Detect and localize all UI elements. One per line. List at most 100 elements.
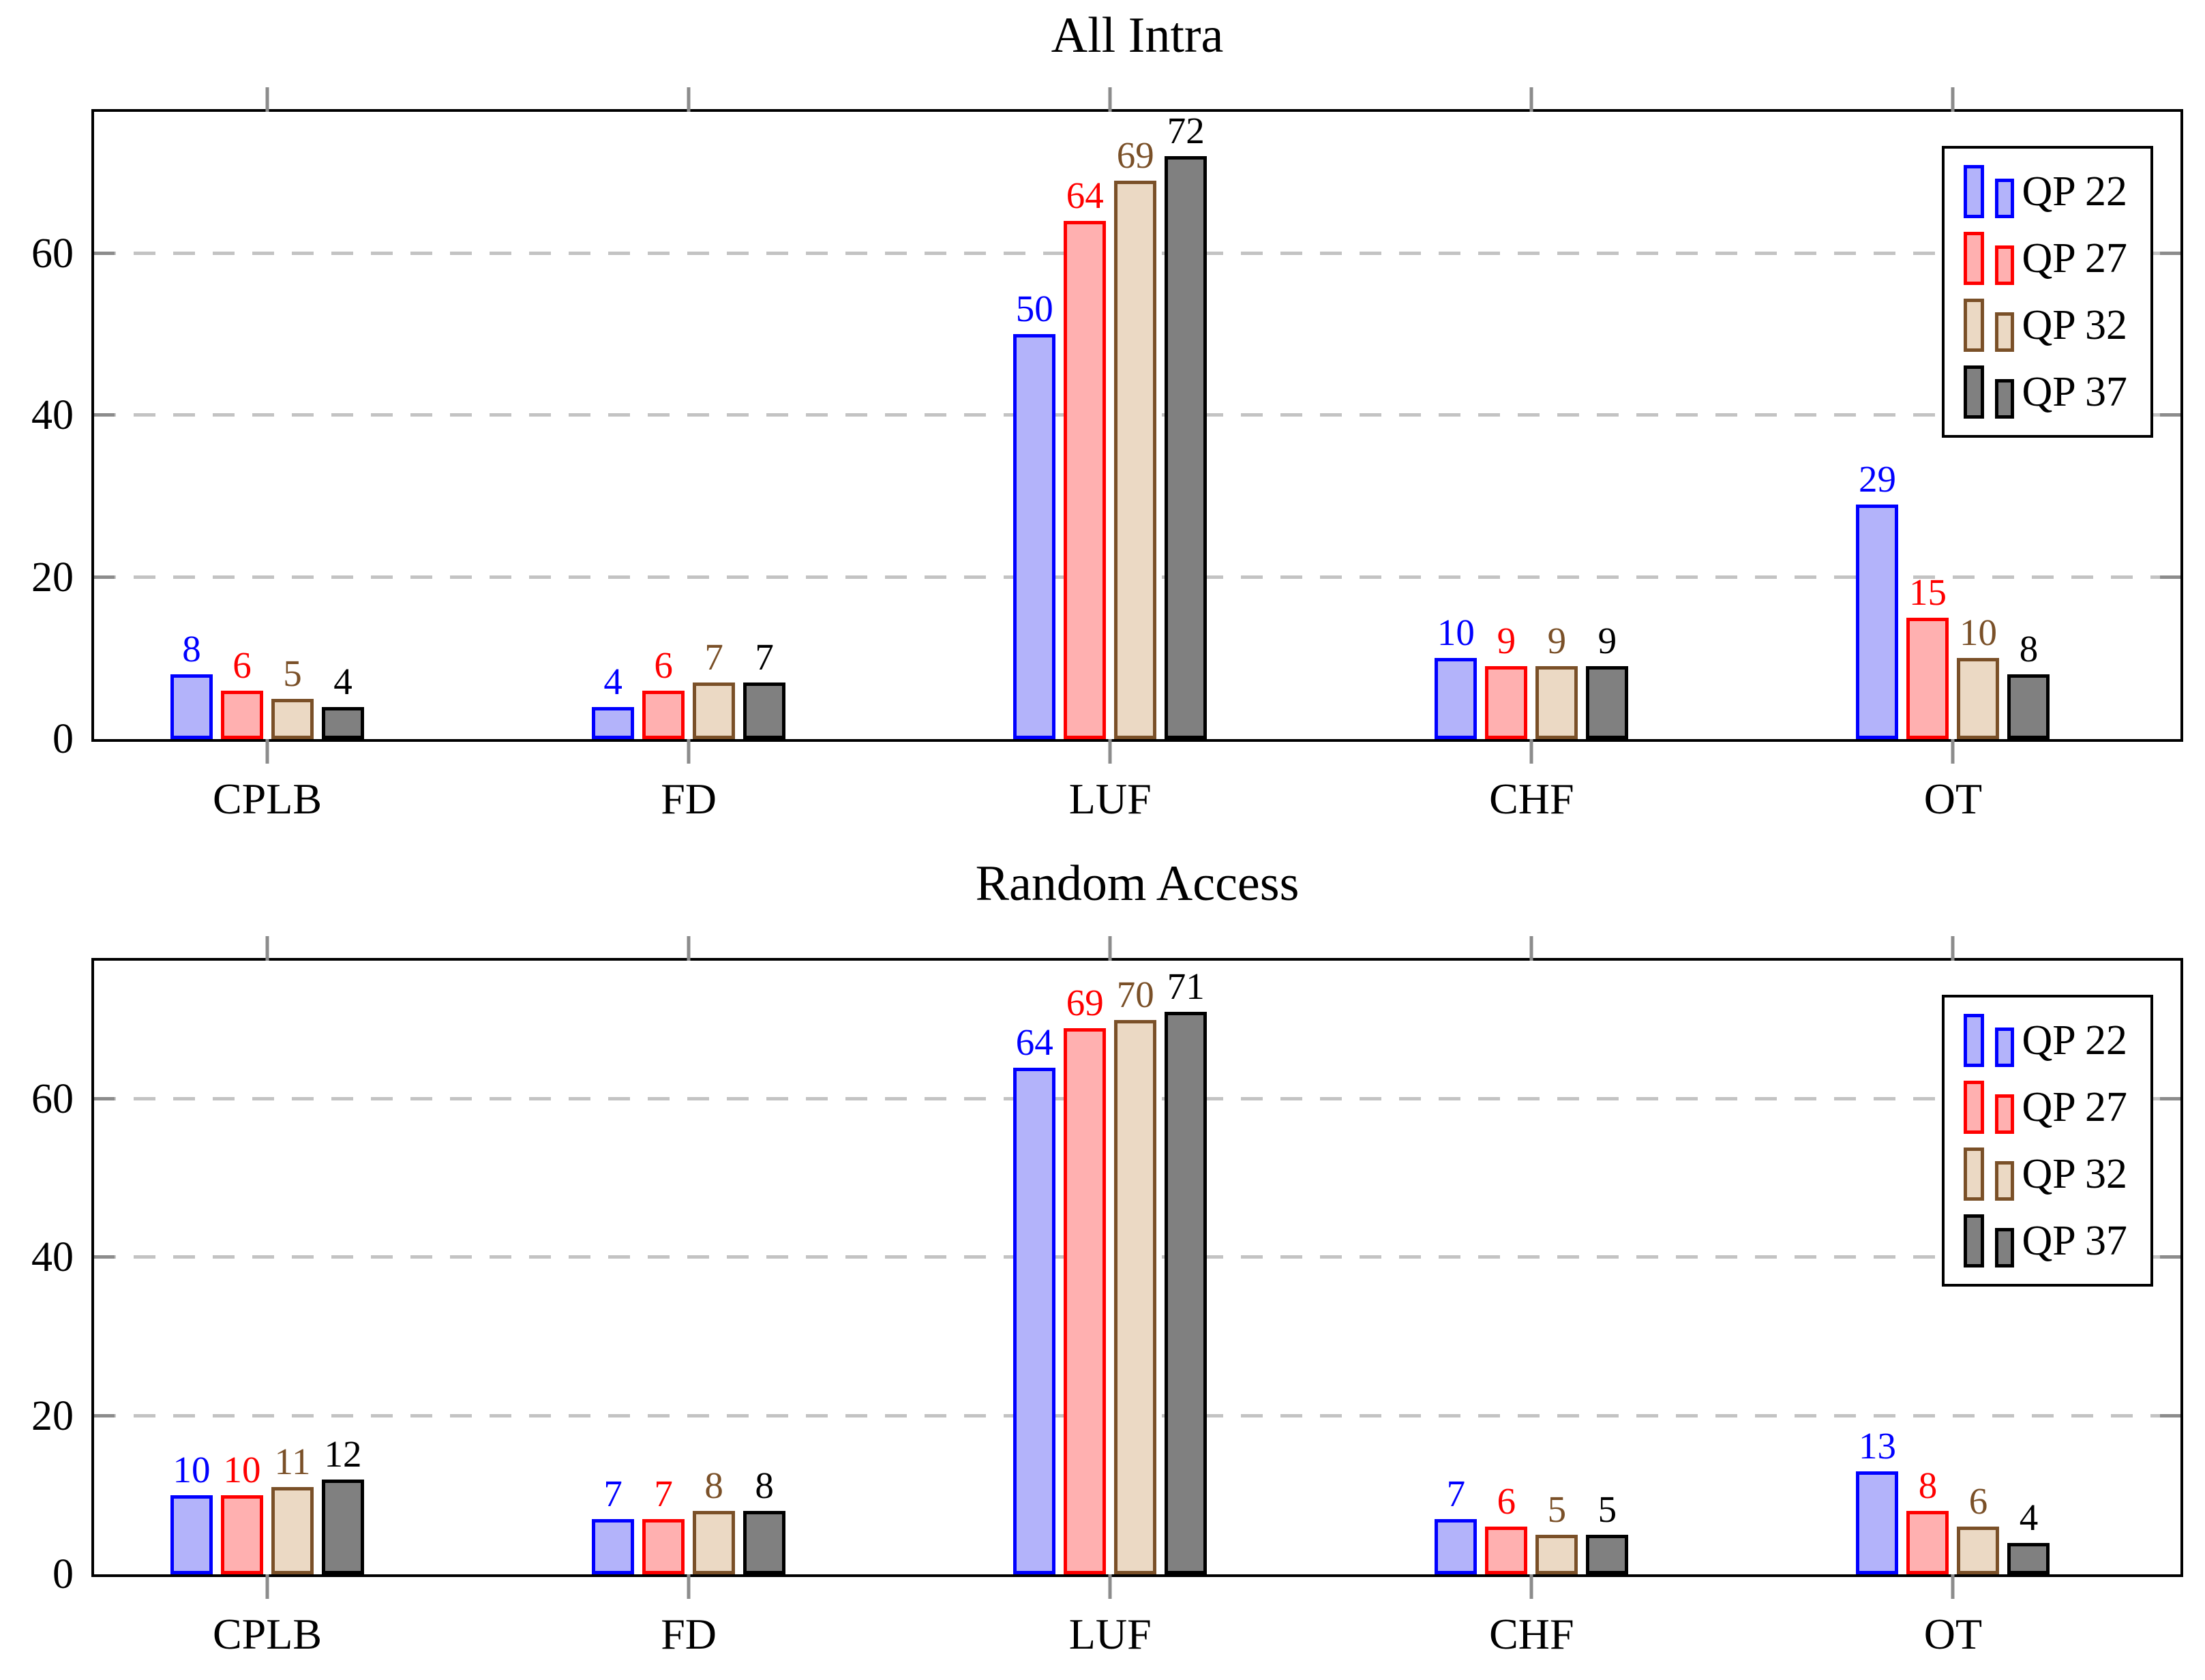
bar-wrapper: 7 xyxy=(592,1475,635,1574)
bar xyxy=(271,698,314,739)
bar xyxy=(1064,1028,1107,1574)
y-axis-tick-label: 0 xyxy=(52,716,74,762)
bar-value-label: 10 xyxy=(1959,612,1997,654)
bar-value-label: 11 xyxy=(274,1441,311,1483)
bar-value-label: 7 xyxy=(704,635,723,678)
bar-value-label: 70 xyxy=(1116,974,1154,1016)
bar-wrapper: 7 xyxy=(743,638,786,739)
bar-value-label: 8 xyxy=(2019,628,2039,670)
legend-entry-label: QP 32 xyxy=(2022,302,2127,348)
y-axis-tick-label: 60 xyxy=(31,1076,74,1123)
bar xyxy=(321,706,364,739)
bar-wrapper: 6 xyxy=(1485,1482,1528,1574)
bar-wrapper: 6 xyxy=(220,646,263,739)
legend-marker-bar-short xyxy=(1994,1228,2014,1268)
bar-value-label: 6 xyxy=(1968,1480,1988,1522)
legend-bar-marker xyxy=(1963,299,2014,352)
bar xyxy=(1957,1527,2000,1574)
x-axis-tick-bottom xyxy=(1108,1574,1112,1599)
x-axis-tick-top xyxy=(1108,936,1112,961)
legend-row: QP 22 xyxy=(1963,1014,2127,1067)
category-group: 4 6 7 7 FD xyxy=(479,87,899,821)
legend-entry-label: QP 22 xyxy=(2022,168,2127,215)
legend-bar-marker xyxy=(1963,365,2014,419)
bar-value-label: 13 xyxy=(1858,1425,1896,1467)
y-axis-tick-right xyxy=(2160,575,2180,579)
bar-wrapper: 8 xyxy=(170,630,213,739)
category-label: OT xyxy=(1923,1610,1983,1658)
bar-value-label: 6 xyxy=(1497,1480,1516,1522)
bar-wrapper: 70 xyxy=(1114,976,1157,1574)
bar-wrapper: 4 xyxy=(2007,1499,2050,1574)
bar xyxy=(592,706,635,739)
category-label: FD xyxy=(661,1610,717,1658)
bar xyxy=(1165,156,1208,739)
bar-wrapper: 5 xyxy=(1586,1490,1629,1574)
legend-box: QP 22 QP 27 QP 32 QP 37 xyxy=(1941,995,2153,1287)
bar-wrapper: 71 xyxy=(1165,967,1208,1574)
legend-entry-label: QP 22 xyxy=(2022,1017,2127,1064)
x-axis-tick-top xyxy=(1529,87,1533,112)
bar-value-label: 15 xyxy=(1908,571,1947,613)
bar-wrapper: 29 xyxy=(1856,460,1899,739)
bar xyxy=(1485,666,1528,739)
bar-value-label: 4 xyxy=(333,660,352,702)
category-label: FD xyxy=(661,775,717,823)
x-axis-tick-top xyxy=(1951,936,1955,961)
y-axis-tick-left xyxy=(94,1413,115,1418)
bar-value-label: 64 xyxy=(1015,1021,1053,1063)
y-axis-tick-right xyxy=(2160,413,2180,417)
chart-title-all-intra: All Intra xyxy=(1051,7,1224,63)
y-axis-tick-right xyxy=(2160,1097,2180,1101)
bar-value-label: 69 xyxy=(1066,981,1104,1023)
bar-value-label: 12 xyxy=(324,1432,362,1475)
chart-title-random-access: Random Access xyxy=(975,856,1300,912)
category-label: OT xyxy=(1923,775,1983,823)
legend-box: QP 22 QP 27 QP 32 QP 37 xyxy=(1941,146,2153,438)
bar-wrapper: 12 xyxy=(321,1435,364,1574)
bar-group: 29 15 10 8 xyxy=(1856,112,2050,739)
legend-row: QP 37 xyxy=(1963,365,2127,419)
bar-value-label: 8 xyxy=(704,1465,723,1507)
bar-value-label: 5 xyxy=(1597,1488,1617,1530)
bar-wrapper: 11 xyxy=(271,1443,314,1574)
y-axis-tick-right xyxy=(2160,1255,2180,1259)
legend-marker-bar-tall xyxy=(1963,1014,1984,1067)
y-axis-tick-left xyxy=(94,1255,115,1259)
y-axis-tick-left xyxy=(94,413,115,417)
y-axis-tick-label: 40 xyxy=(31,392,74,439)
category-label: CPLB xyxy=(212,775,322,823)
legend-entry-label: QP 27 xyxy=(2022,1084,2127,1130)
bar-group: 50 64 69 72 xyxy=(1013,112,1208,739)
bar-group: 13 8 6 4 xyxy=(1856,961,2050,1574)
bar-wrapper: 5 xyxy=(271,655,314,739)
legend-marker-bar-tall xyxy=(1963,1214,1984,1268)
category-group: 8 6 5 4 CPLB xyxy=(57,87,477,821)
bar-wrapper: 10 xyxy=(220,1451,263,1574)
plot-area: 0 20 40 60 10 10 11 12 CPLB 7 7 8 8 FD 64 69 70 71 LUF 7 6 5 5… xyxy=(31,936,2183,1656)
bar-group: 10 10 11 12 xyxy=(170,961,364,1574)
bar-wrapper: 7 xyxy=(1435,1475,1478,1574)
legend-entry-label: QP 37 xyxy=(2022,369,2127,415)
bar-wrapper: 10 xyxy=(1957,614,2000,739)
bar-value-label: 6 xyxy=(232,644,252,686)
bar-value-label: 64 xyxy=(1066,175,1104,217)
bar-wrapper: 8 xyxy=(1906,1467,1949,1574)
bar xyxy=(693,1511,736,1574)
x-axis-tick-bottom xyxy=(687,739,691,764)
bar-wrapper: 4 xyxy=(321,663,364,739)
bar-wrapper: 8 xyxy=(2007,630,2050,739)
legend-entry-label: QP 27 xyxy=(2022,235,2127,282)
legend-marker-bar-short xyxy=(1994,245,2014,285)
legend-bar-marker xyxy=(1963,165,2014,218)
category-label: LUF xyxy=(1068,775,1152,823)
x-axis-tick-bottom xyxy=(1529,1574,1533,1599)
bar xyxy=(271,1487,314,1574)
bar xyxy=(743,682,786,739)
bar-value-label: 69 xyxy=(1116,134,1154,176)
x-axis-tick-top xyxy=(687,87,691,112)
bar xyxy=(693,682,736,739)
bar-value-label: 4 xyxy=(603,660,622,702)
legend-bar-marker xyxy=(1963,1148,2014,1201)
legend-bar-marker xyxy=(1963,1014,2014,1067)
